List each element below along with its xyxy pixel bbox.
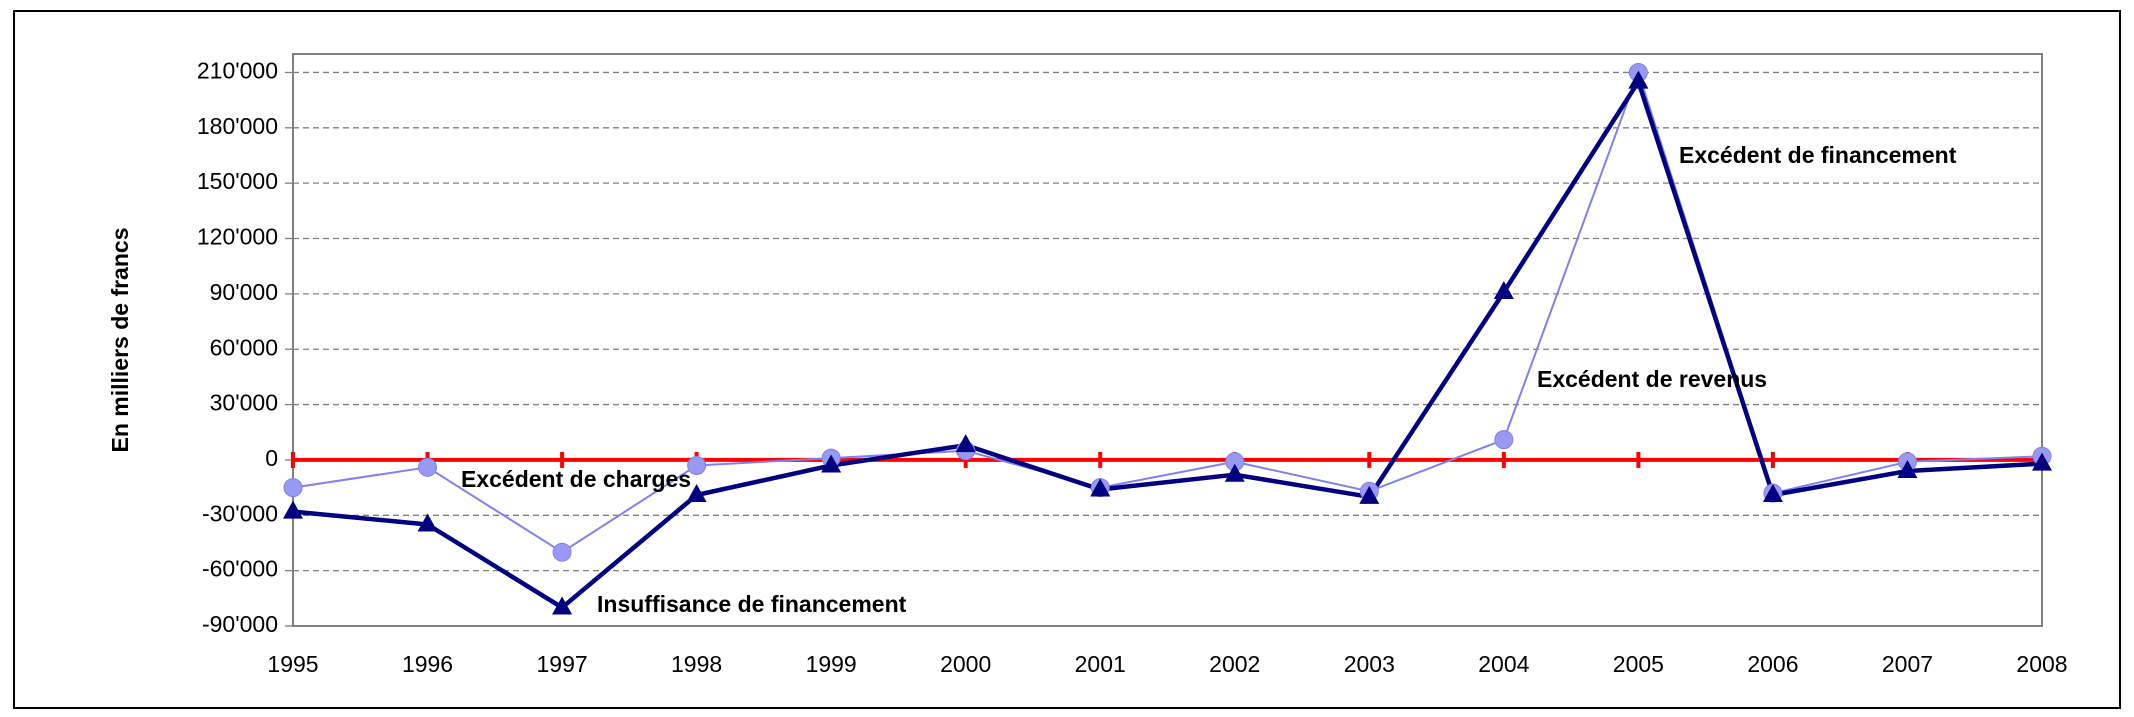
y-tick-label: -60'000 — [202, 556, 278, 582]
point — [2032, 452, 2052, 471]
x-tick-label: 2004 — [1478, 651, 1529, 677]
y-tick-label: 120'000 — [197, 224, 278, 250]
y-tick-label: -90'000 — [202, 611, 278, 637]
x-tick-label: 2008 — [2016, 651, 2067, 677]
y-tick-label: 60'000 — [210, 334, 278, 360]
annotation: Insuffisance de financement — [597, 591, 907, 617]
point — [552, 542, 572, 562]
point — [1897, 460, 1918, 479]
series-line — [292, 79, 2043, 610]
y-tick-label: 210'000 — [197, 58, 278, 84]
annotation: Excédent de revenus — [1537, 366, 1767, 392]
x-tick-label: 1995 — [267, 651, 318, 677]
x-tick-label: 2007 — [1882, 651, 1933, 677]
chart-frame — [13, 10, 2121, 709]
point — [283, 500, 303, 519]
annotation: Excédent de charges — [461, 466, 691, 492]
x-tick-label: 2006 — [1747, 651, 1798, 677]
y-tick-label: 150'000 — [197, 168, 278, 194]
x-tick-label: 2001 — [1075, 651, 1126, 677]
point — [686, 483, 707, 502]
point — [418, 457, 438, 477]
y-tick-label: 90'000 — [210, 279, 278, 305]
point — [1494, 430, 1514, 450]
point — [1493, 281, 1514, 300]
point — [1359, 485, 1380, 504]
y-tick-label: -30'000 — [202, 500, 278, 526]
point — [1628, 70, 1649, 89]
y-axis-label: En milliers de francs — [107, 228, 133, 453]
point — [1762, 483, 1783, 502]
point — [1224, 463, 1245, 482]
x-tick-label: 1998 — [671, 651, 722, 677]
x-tick-label: 2000 — [940, 651, 991, 677]
x-tick-label: 2005 — [1613, 651, 1664, 677]
y-tick-label: 0 — [265, 445, 278, 471]
point — [1090, 478, 1111, 497]
point — [687, 455, 707, 475]
x-tick-label: 1997 — [536, 651, 587, 677]
y-tick-label: 180'000 — [197, 113, 278, 139]
point — [417, 513, 438, 532]
point — [821, 454, 842, 473]
x-tick-label: 2003 — [1344, 651, 1395, 677]
annotation: Excédent de financement — [1679, 142, 1957, 168]
x-tick-label: 1999 — [806, 651, 857, 677]
x-tick-label: 2002 — [1209, 651, 1260, 677]
point — [955, 434, 976, 453]
point — [552, 596, 573, 615]
x-tick-label: 1996 — [402, 651, 453, 677]
point — [283, 478, 303, 498]
y-tick-label: 30'000 — [210, 390, 278, 416]
